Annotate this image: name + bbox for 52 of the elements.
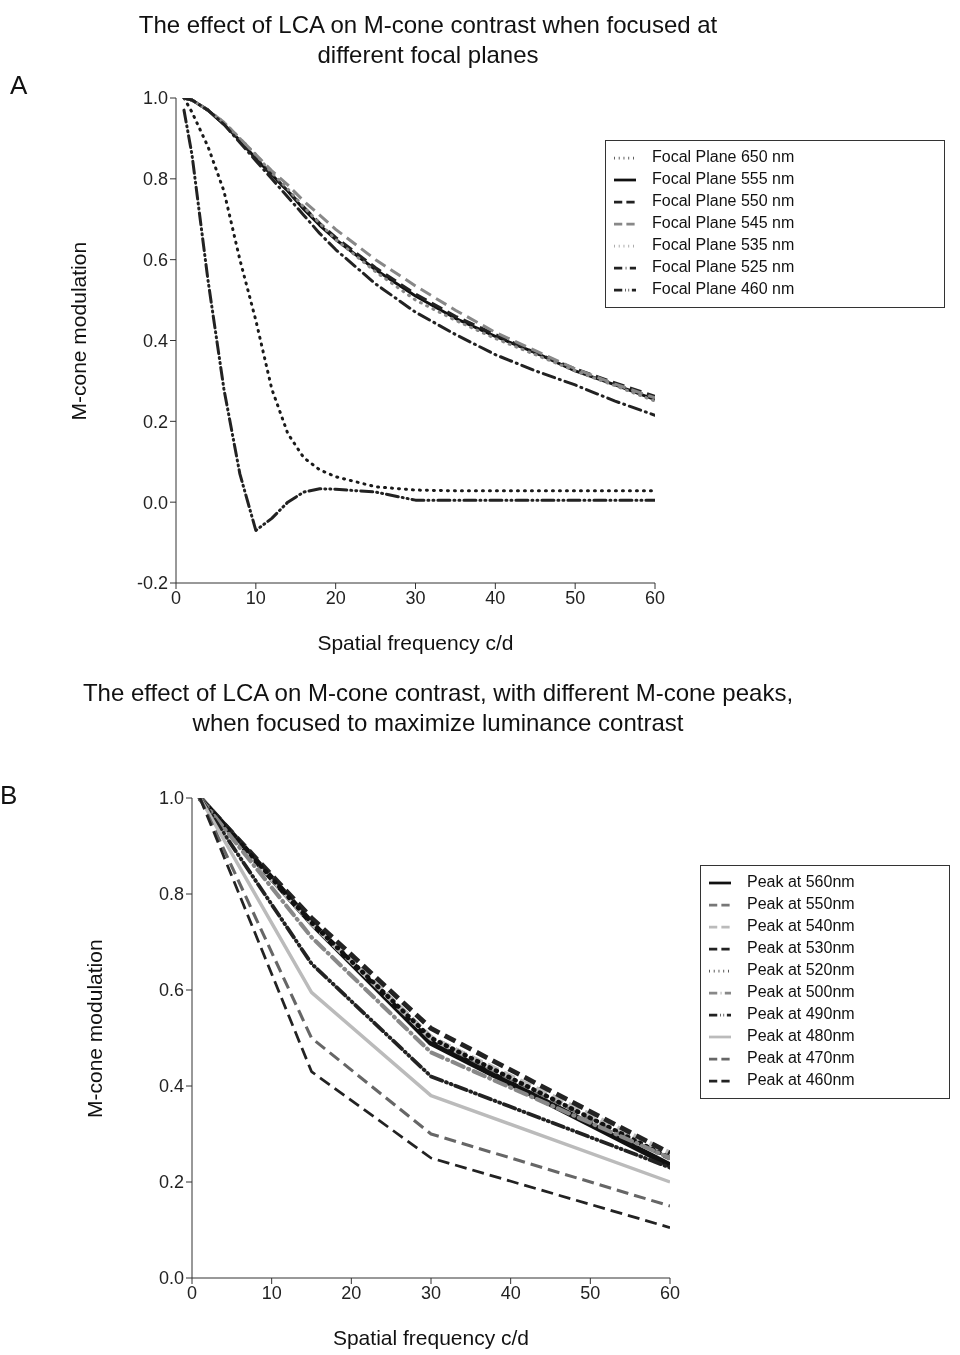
text: B: [0, 780, 18, 811]
y-tick-label: 0.8: [158, 884, 184, 905]
y-tick-label: 1.0: [142, 88, 168, 109]
y-tick-label: 0.8: [142, 169, 168, 190]
legend-label: Peak at 480nm: [747, 1027, 855, 1045]
chart-title: The effect of LCA on M-cone contrast when focused at different focal planes: [138, 10, 718, 70]
legend-label: Focal Plane 650 nm: [652, 148, 795, 166]
legend-label: Peak at 490nm: [747, 1005, 855, 1023]
legend-label: Peak at 540nm: [747, 917, 855, 935]
y-tick-label: 1.0: [158, 788, 184, 809]
x-axis-title: Spatial frequency c/d: [317, 631, 514, 654]
legend-label: Peak at 530nm: [747, 939, 855, 957]
x-tick-label: 50: [580, 1282, 601, 1303]
x-tick-label: 20: [341, 1282, 362, 1303]
x-tick-label: 30: [420, 1282, 442, 1303]
legend-label: Focal Plane 550 nm: [652, 192, 795, 210]
legend-label: Peak at 550nm: [747, 895, 855, 913]
legend-label: Peak at 470nm: [747, 1049, 855, 1067]
y-tick-label: 0.0: [158, 1268, 184, 1289]
legend-label: Focal Plane 555 nm: [652, 170, 795, 188]
x-axis-title: Spatial frequency c/d: [332, 1326, 530, 1349]
x-tick-label: 60: [659, 1282, 681, 1303]
y-tick-label: -0.2: [136, 573, 168, 594]
legend-label: Focal Plane 525 nm: [652, 258, 795, 276]
x-tick-label: 50: [565, 587, 586, 608]
x-tick-label: 0: [170, 587, 182, 608]
x-tick-label: 60: [644, 587, 666, 608]
y-tick-label: 0.0: [142, 492, 168, 513]
x-tick-label: 10: [261, 1282, 282, 1303]
legend-label: Focal Plane 460 nm: [652, 280, 795, 298]
x-tick-label: 0: [186, 1282, 198, 1303]
y-tick-label: 0.6: [142, 250, 168, 271]
x-tick-label: 30: [405, 587, 426, 608]
legend-label: Focal Plane 535 nm: [652, 236, 795, 254]
legend-label: Peak at 520nm: [747, 961, 855, 979]
y-tick-label: 0.2: [158, 1172, 184, 1193]
y-tick-label: 0.6: [158, 980, 184, 1001]
x-tick-label: 20: [325, 587, 346, 608]
x-tick-label: 10: [245, 587, 266, 608]
x-tick-label: 40: [485, 587, 506, 608]
legend-label: Peak at 560nm: [747, 873, 855, 891]
legend-label: Peak at 500nm: [747, 983, 855, 1001]
y-tick-label: 0.2: [142, 411, 168, 432]
x-tick-label: 40: [500, 1282, 521, 1303]
y-axis-title: M-cone modulation: [83, 939, 107, 1118]
legend-label: Focal Plane 545 nm: [652, 214, 795, 232]
y-tick-label: 0.4: [158, 1076, 184, 1097]
y-axis-title: M-cone modulation: [67, 241, 91, 421]
chart-title: The effect of LCA on M-cone contrast, with different M-cone peaks, when focused to maximize luminance contrast: [81, 678, 795, 738]
legend-label: Peak at 460nm: [747, 1071, 855, 1089]
text: A: [10, 70, 28, 101]
y-tick-label: 0.4: [142, 330, 168, 351]
